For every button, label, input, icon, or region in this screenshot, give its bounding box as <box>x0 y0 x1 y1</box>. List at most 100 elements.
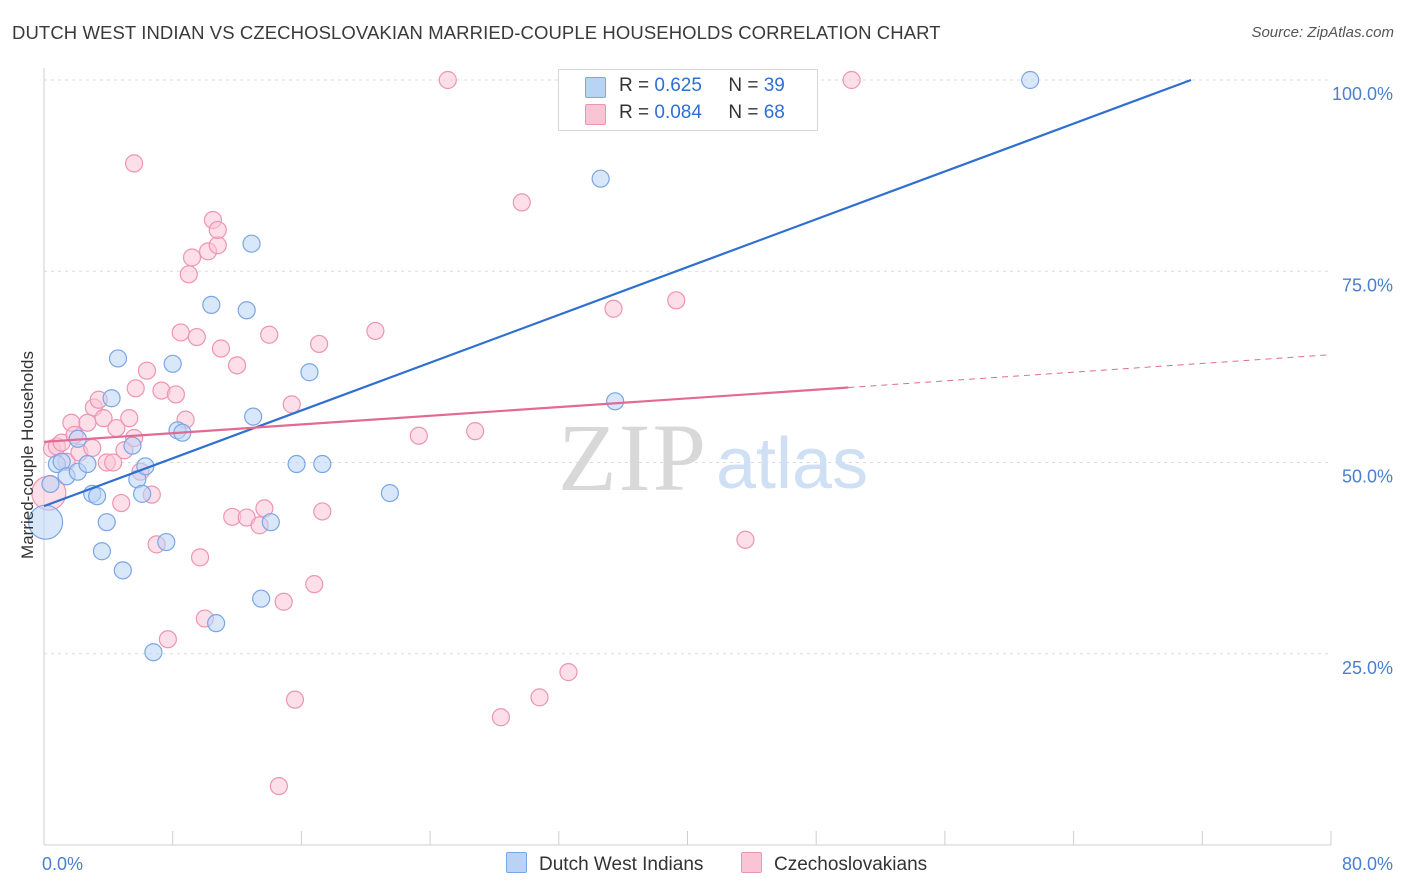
czechoslovakians-point <box>667 291 686 310</box>
dutch-west-indians-point <box>87 487 107 506</box>
czechoslovakians-point <box>112 493 131 513</box>
czechoslovakians-trendline <box>43 386 849 443</box>
czechoslovakians-point <box>409 426 428 445</box>
czechoslovakians-point <box>137 361 157 380</box>
czechoslovakians-point <box>187 327 206 347</box>
czechoslovakians-point <box>512 193 531 212</box>
y-tick-label: 50.0% <box>1342 467 1393 487</box>
dutch-west-indians-point <box>252 589 271 608</box>
czechoslovakians-point <box>166 385 186 404</box>
trend-lines <box>43 78 1332 508</box>
czechoslovakians-point <box>313 502 332 521</box>
legend-n-value: 68 <box>763 102 785 123</box>
czechoslovakians-point <box>171 323 190 342</box>
watermark-zip: ZIP <box>558 404 708 511</box>
dutch-west-indians-point <box>202 295 221 315</box>
czechoslovakians-point <box>366 321 385 341</box>
bottom-legend-blue: Dutch West Indians <box>506 852 703 876</box>
dutch-west-indians-point <box>102 389 121 408</box>
bottom-legend-swatch-pink <box>741 852 762 873</box>
dutch-west-indians-point <box>41 474 60 494</box>
czechoslovakians-point <box>438 70 457 90</box>
axes <box>43 68 1332 846</box>
czechoslovakians-point <box>285 690 305 709</box>
y-tick-label: 25.0% <box>1342 658 1393 678</box>
watermark-atlas: atlas <box>716 424 868 504</box>
dutch-west-indians-point <box>78 454 97 474</box>
legend-swatch-blue <box>585 77 606 98</box>
legend-text-blue: R = 0.625 N = 39 <box>619 75 785 97</box>
czechoslovakians-point <box>211 339 231 358</box>
czechoslovakians-point <box>604 299 623 318</box>
czechoslovakians-point <box>842 70 861 90</box>
dutch-west-indians-point <box>606 392 625 411</box>
y-axis-label: Married-couple Households <box>18 351 37 559</box>
czechoslovakians-point <box>227 356 247 375</box>
bottom-legend-swatch-blue <box>506 852 527 873</box>
dutch-west-indians-point <box>108 349 128 368</box>
czechoslovakians-point <box>158 630 177 649</box>
dutch-west-indians-point <box>261 513 280 532</box>
dutch-west-indians-point <box>380 484 399 503</box>
legend-text-pink: R = 0.084 N = 68 <box>619 102 785 124</box>
dutch-west-indians-point <box>591 169 610 188</box>
czechoslovakians-point <box>179 265 198 284</box>
dutch-west-indians-point <box>237 301 256 320</box>
czechoslovakians-point <box>559 663 578 682</box>
bottom-legend-pink: Czechoslovakians <box>741 852 927 876</box>
czechoslovakians-point <box>305 575 324 594</box>
czechoslovakians-point <box>78 413 97 432</box>
czechoslovakians-point <box>274 592 293 611</box>
source-credit: Source: ZipAtlas.com <box>1251 24 1394 41</box>
czechoslovakians-point <box>491 708 510 727</box>
legend-r-label: R = <box>619 102 650 123</box>
czechoslovakians-point <box>530 688 549 707</box>
x-tick-label: 0.0% <box>42 854 83 874</box>
dutch-west-indians-point <box>97 513 116 532</box>
czechoslovakians-point <box>124 154 144 173</box>
bottom-legend-label-pink: Czechoslovakians <box>774 854 928 875</box>
dutch-west-indians-point <box>244 407 263 426</box>
chart-title: DUTCH WEST INDIAN VS CZECHOSLOVAKIAN MAR… <box>12 22 941 43</box>
czechoslovakians-point <box>260 325 279 344</box>
dutch-west-indians-point <box>242 234 261 253</box>
czechoslovakians-points <box>31 70 861 796</box>
y-tick-label: 100.0% <box>1332 84 1393 104</box>
legend-r-label: R = <box>619 75 650 96</box>
legend-n-value: 39 <box>763 75 785 96</box>
czechoslovakians-point <box>269 776 288 796</box>
dutch-west-indians-point <box>157 532 176 552</box>
x-tick-label: 80.0% <box>1342 854 1393 874</box>
czechoslovakians-trendline-extension <box>848 354 1332 389</box>
legend-r-value: 0.084 <box>654 102 702 123</box>
gridlines <box>44 79 1331 655</box>
legend-swatch-pink <box>585 104 606 125</box>
czechoslovakians-point <box>182 248 202 267</box>
dutch-west-indians-point <box>113 561 132 580</box>
dutch-west-indians-point <box>287 454 306 474</box>
legend-r-value: 0.625 <box>654 75 702 96</box>
czechoslovakians-point <box>309 334 329 354</box>
dutch-west-indians-point <box>133 484 152 503</box>
czechoslovakians-point <box>83 438 102 458</box>
dutch-west-indians-point <box>300 363 319 382</box>
dutch-west-indians-point <box>92 542 112 561</box>
czechoslovakians-point <box>208 220 227 240</box>
czechoslovakians-point <box>120 409 139 428</box>
legend-n-label: N = <box>728 102 759 123</box>
watermark: ZIP atlas <box>558 404 868 511</box>
czechoslovakians-point <box>282 395 301 414</box>
dutch-west-indians-point <box>144 643 163 662</box>
dutch-west-indians-point <box>313 454 332 474</box>
dutch-west-indians-points <box>28 70 1040 662</box>
stats-legend: R = 0.625 N = 39 R = 0.084 N = 68 <box>558 69 818 131</box>
dutch-west-indians-point <box>123 436 142 455</box>
czechoslovakians-point <box>736 530 755 549</box>
dutch-west-indians-point <box>207 614 226 633</box>
dutch-west-indians-point <box>163 354 182 373</box>
legend-n-label: N = <box>728 75 759 96</box>
czechoslovakians-point <box>104 453 123 472</box>
y-tick-label: 75.0% <box>1342 275 1393 295</box>
czechoslovakians-point <box>94 409 113 428</box>
